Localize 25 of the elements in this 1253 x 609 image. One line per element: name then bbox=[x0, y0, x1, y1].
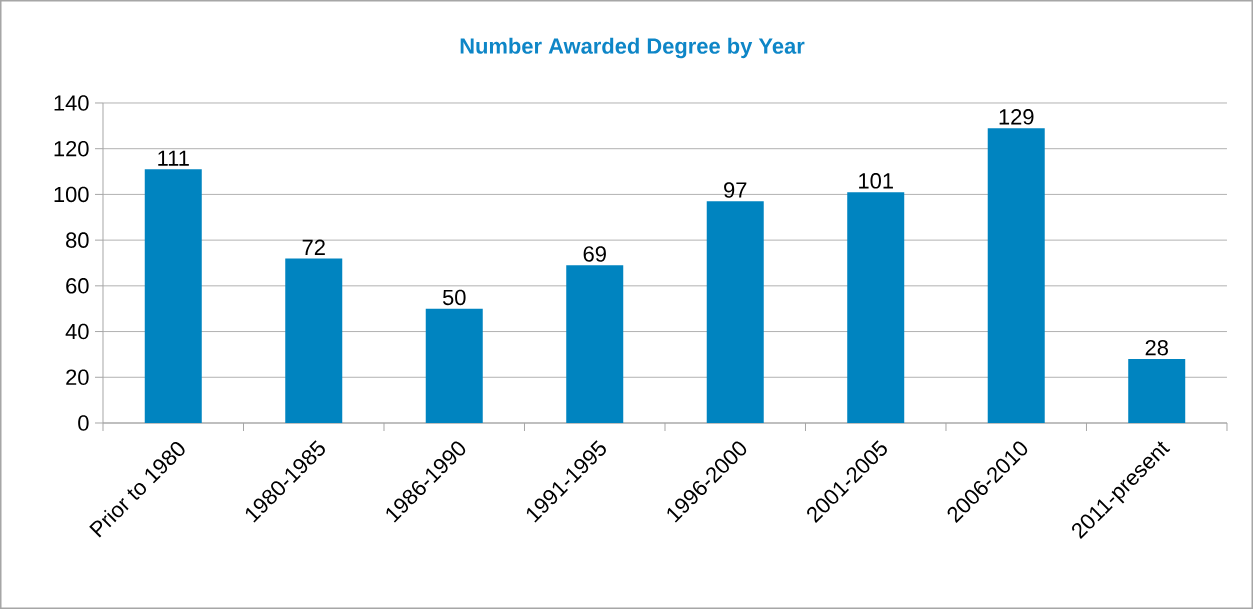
y-tick-label: 100 bbox=[54, 186, 89, 203]
bar bbox=[566, 265, 624, 423]
bar bbox=[425, 308, 483, 423]
y-tick-label: 20 bbox=[66, 369, 89, 386]
data-label: 72 bbox=[302, 239, 325, 255]
data-label: 111 bbox=[158, 150, 189, 166]
bar bbox=[847, 192, 905, 423]
bar bbox=[144, 169, 202, 423]
y-tick-label: 140 bbox=[54, 95, 89, 111]
data-label: 69 bbox=[583, 246, 606, 262]
bar bbox=[987, 128, 1045, 423]
data-label: 50 bbox=[442, 289, 466, 306]
data-label: 129 bbox=[999, 109, 1034, 125]
y-tick-label: 80 bbox=[66, 232, 89, 248]
bar bbox=[706, 201, 764, 423]
y-tick-label: 60 bbox=[66, 278, 89, 294]
bar bbox=[1128, 358, 1186, 423]
chart-title: Number Awarded Degree by Year bbox=[460, 37, 805, 59]
bar bbox=[285, 258, 343, 423]
y-tick-label: 0 bbox=[78, 415, 89, 431]
y-tick-label: 40 bbox=[65, 323, 89, 340]
data-label: 97 bbox=[724, 182, 747, 198]
data-label: 101 bbox=[859, 173, 893, 189]
data-label: 28 bbox=[1145, 339, 1168, 356]
y-tick-label: 120 bbox=[54, 140, 89, 157]
